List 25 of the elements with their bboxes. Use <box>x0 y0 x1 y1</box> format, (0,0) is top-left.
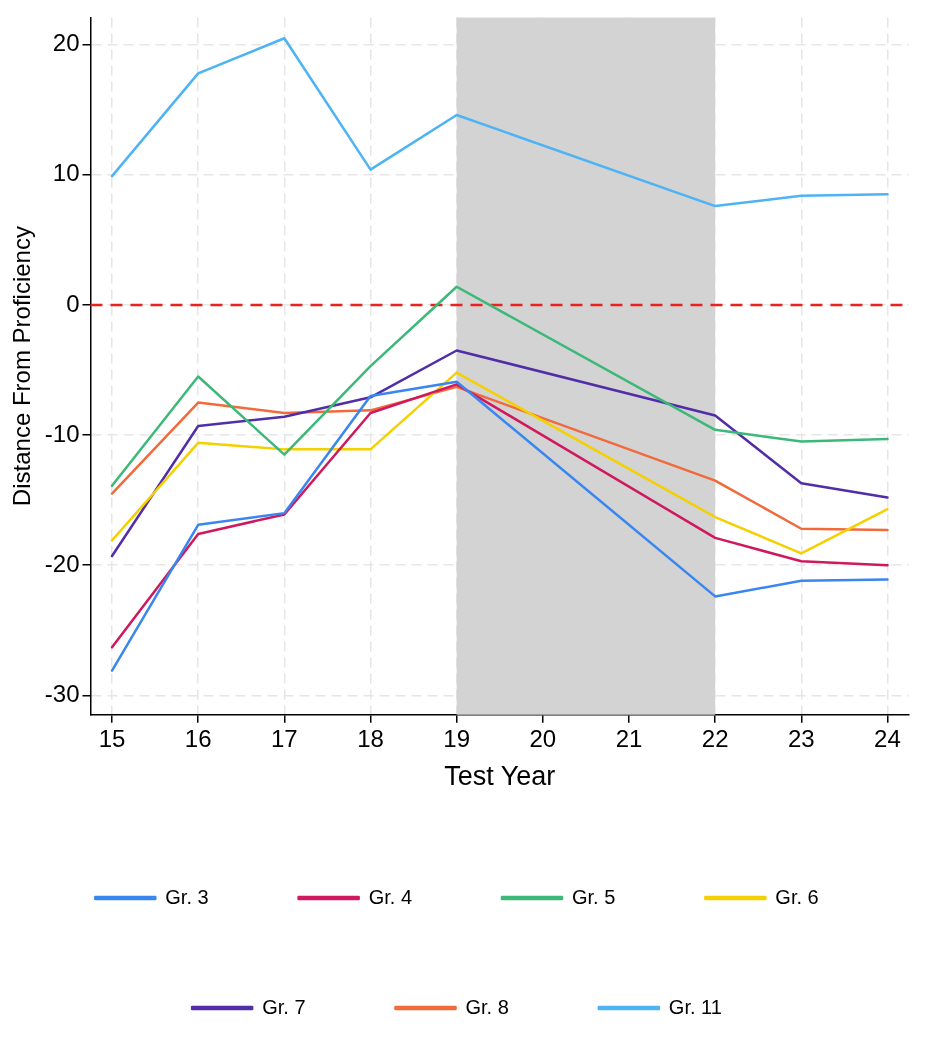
x-tick-label: 20 <box>529 724 557 752</box>
x-tick-label: 19 <box>443 724 471 752</box>
x-tick-label: 15 <box>98 724 126 752</box>
y-tick-label: 10 <box>52 159 80 187</box>
legend-label: Gr. 5 <box>572 885 616 908</box>
x-tick-label: 18 <box>357 724 384 752</box>
x-tick-label: 17 <box>270 724 298 752</box>
legend-label: Gr. 7 <box>262 995 306 1018</box>
x-tick-label: 22 <box>701 724 729 752</box>
x-axis-title: Test Year <box>444 761 556 792</box>
y-tick-label: -10 <box>44 419 80 447</box>
y-tick-label: -20 <box>44 549 80 577</box>
legend-label: Gr. 6 <box>775 885 819 908</box>
y-tick-label: 0 <box>66 289 80 317</box>
x-tick-label: 21 <box>615 724 643 752</box>
x-tick-label: 24 <box>874 724 901 752</box>
x-tick-label: 16 <box>184 724 212 752</box>
legend-label: Gr. 11 <box>668 995 722 1018</box>
legend-label: Gr. 4 <box>368 885 413 908</box>
y-tick-label: -30 <box>44 679 80 707</box>
y-axis-title: Distance From Proficiency <box>8 226 36 507</box>
y-tick-label: 20 <box>52 29 80 57</box>
x-tick-label: 23 <box>787 724 815 752</box>
legend-label: Gr. 3 <box>165 885 209 908</box>
legend-label: Gr. 8 <box>465 995 509 1018</box>
